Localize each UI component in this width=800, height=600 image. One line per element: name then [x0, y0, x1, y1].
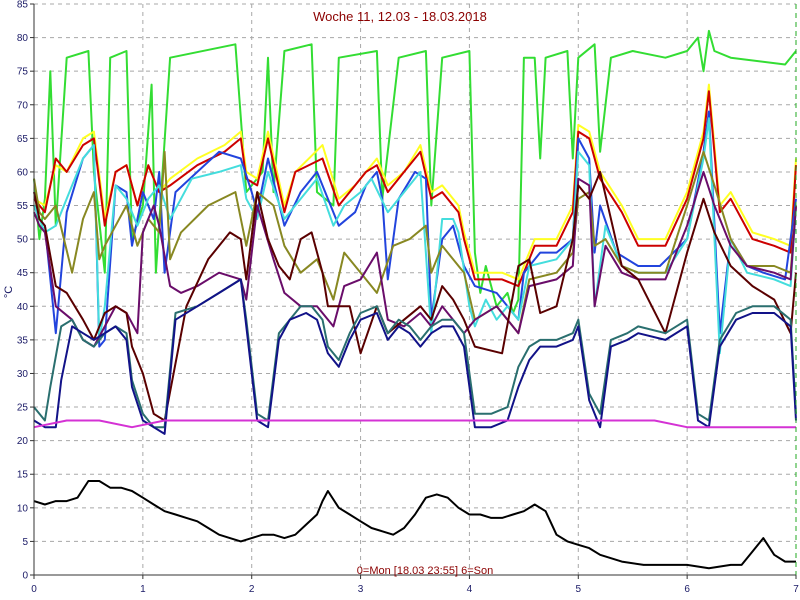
- series-line-9: [33, 278, 797, 435]
- x-tick-label: 4: [467, 584, 473, 595]
- series-line-11: [33, 480, 796, 570]
- y-tick-label: 5: [22, 537, 28, 548]
- y-axis-label: °C: [3, 286, 15, 298]
- x-tick-label: 3: [358, 584, 364, 595]
- y-tick-label: 30: [17, 369, 29, 380]
- y-tick-label: 75: [17, 67, 29, 78]
- y-tick-label: 80: [17, 33, 29, 44]
- series-line-5: [33, 150, 797, 335]
- x-tick-label: 6: [684, 584, 690, 595]
- y-tick-label: 20: [17, 436, 29, 447]
- y-tick-label: 85: [17, 0, 29, 11]
- y-tick-label: 15: [17, 470, 29, 481]
- y-tick-label: 40: [17, 302, 29, 313]
- y-tick-label: 45: [17, 268, 29, 279]
- x-tick-label: 1: [140, 584, 146, 595]
- series-line-6: [33, 170, 797, 348]
- y-tick-label: 35: [17, 335, 29, 346]
- series-line-0: [33, 29, 797, 314]
- y-tick-label: 0: [22, 571, 28, 582]
- series-line-7: [33, 170, 797, 422]
- chart-title: Woche 11, 12.03 - 18.03.2018: [313, 9, 487, 24]
- y-tick-label: 55: [17, 201, 29, 212]
- series-line-2: [33, 90, 797, 288]
- y-tick-label: 25: [17, 403, 29, 414]
- y-tick-label: 70: [17, 100, 29, 111]
- x-axis-caption: 0=Mon [18.03 23:55] 6=Son: [357, 565, 493, 577]
- series-line-10: [33, 419, 796, 429]
- x-tick-label: 2: [249, 584, 255, 595]
- x-tick-label: 7: [793, 584, 799, 595]
- y-tick-label: 50: [17, 235, 29, 246]
- y-tick-label: 10: [17, 503, 29, 514]
- series-group: [33, 29, 797, 570]
- x-tick-label: 0: [31, 584, 37, 595]
- x-tick-label: 5: [576, 584, 582, 595]
- y-tick-label: 60: [17, 167, 29, 178]
- y-tick-label: 65: [17, 134, 29, 145]
